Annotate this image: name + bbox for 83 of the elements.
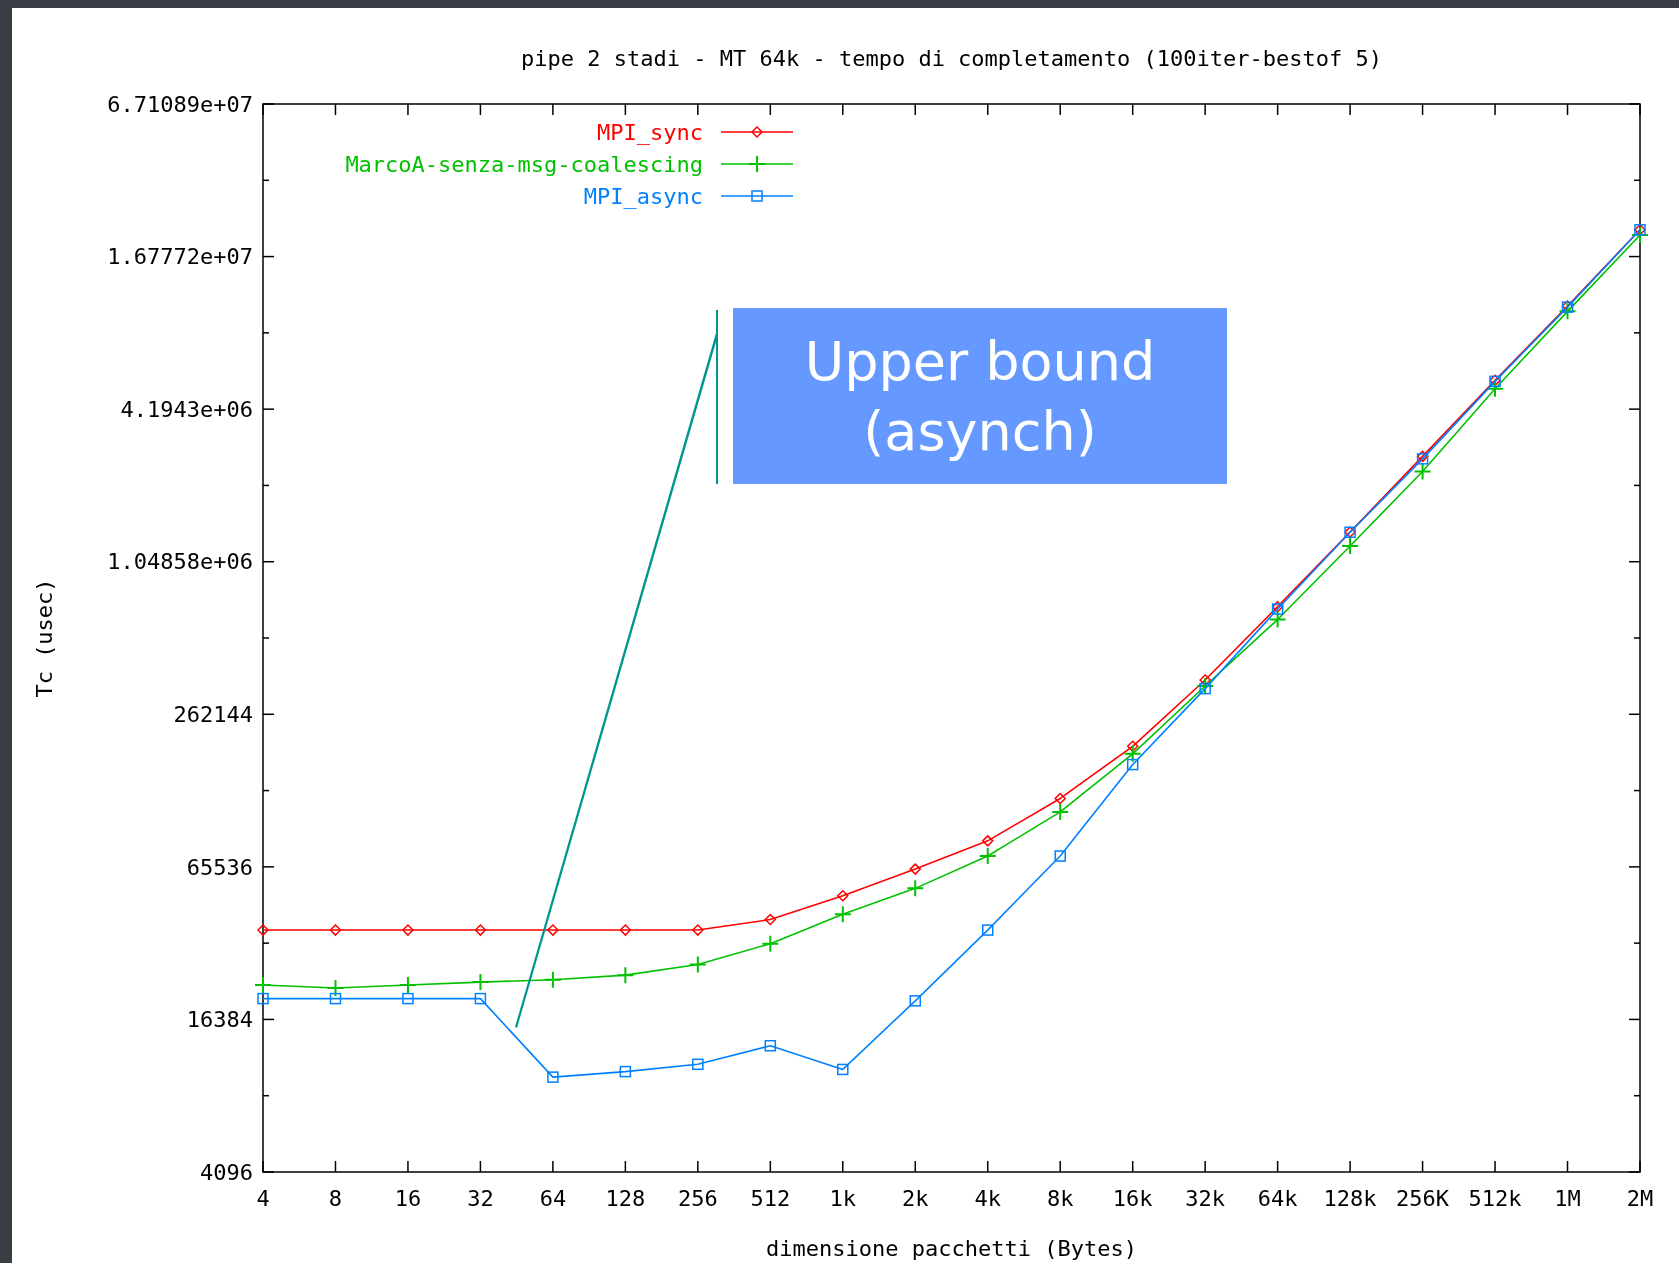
point [978, 847, 997, 866]
point [402, 992, 414, 1005]
point [981, 835, 994, 847]
point [837, 1063, 849, 1076]
x-tick-label: 16k [1112, 1186, 1153, 1211]
y-tick-label: 4096 [200, 1159, 253, 1185]
x-tick-label: 128k [1323, 1186, 1377, 1211]
y-tick-label: 1.67772e+07 [107, 244, 253, 270]
point [981, 924, 994, 936]
y-tick-label: 1.04858e+06 [107, 549, 253, 575]
point [616, 966, 635, 985]
y-tick-label: 16384 [186, 1007, 253, 1033]
point [474, 924, 487, 936]
x-tick-label: 1M [1554, 1186, 1581, 1211]
x-tick-label: 8k [1046, 1186, 1074, 1211]
x-tick-label: 16 [394, 1186, 422, 1211]
point [619, 1065, 632, 1078]
y-tick-label: 262144 [173, 701, 253, 727]
legend-label: MPI_async [583, 183, 703, 209]
x-tick-label: 256K [1396, 1186, 1450, 1211]
point [909, 863, 922, 875]
annotation: Upper bound (asynch) [804, 329, 1156, 463]
legend-label: MarcoA-senza-msg-coalescing [345, 151, 703, 177]
point [543, 970, 562, 989]
x-tick-label: 256 [677, 1186, 718, 1211]
point [1126, 740, 1139, 753]
x-tick-label: 4k [974, 1186, 1001, 1211]
point [1054, 792, 1066, 805]
x-tick-label: 1k [829, 1186, 857, 1211]
x-axis-title: dimensione pacchetti (Bytes) [766, 1236, 1137, 1261]
point [326, 979, 345, 997]
point [254, 976, 272, 995]
x-tick-label: 32k [1185, 1186, 1226, 1211]
point [1126, 758, 1139, 771]
point [547, 1071, 559, 1083]
x-tick-label: 8 [328, 1186, 343, 1211]
point [764, 1039, 777, 1052]
y-tick-label: 6.71089e+07 [107, 91, 253, 117]
x-tick-label: 64 [539, 1186, 567, 1211]
y-axis-title: Tc (usec) [32, 578, 57, 698]
point [692, 924, 704, 936]
point [906, 879, 925, 898]
point [1268, 610, 1287, 629]
x-tick-label: 2k [902, 1186, 929, 1211]
x-tick-label: 32 [467, 1186, 494, 1211]
y-tick-label: 65536 [186, 854, 253, 880]
x-tick-label: 128 [605, 1186, 646, 1211]
point [1051, 802, 1070, 821]
legend-label: MPI_sync [597, 119, 703, 145]
point [1199, 674, 1211, 686]
point [761, 934, 780, 953]
point [1486, 379, 1505, 398]
point [547, 924, 559, 936]
point [692, 1058, 704, 1071]
point [1054, 850, 1066, 862]
point [1341, 536, 1360, 555]
point [1558, 302, 1577, 321]
point [909, 995, 922, 1007]
point [764, 913, 777, 926]
point [833, 905, 852, 924]
point [688, 955, 707, 974]
point [329, 924, 342, 936]
point [837, 890, 849, 902]
point [1199, 682, 1211, 695]
point [398, 976, 417, 995]
x-tick-label: 4 [256, 1186, 270, 1211]
point [1413, 462, 1432, 481]
x-tick-label: 512k [1468, 1186, 1522, 1211]
point [329, 992, 342, 1005]
x-tick-label: 64k [1257, 1186, 1298, 1211]
chart-title: pipe 2 stadi - MT 64k - tempo di completamento (100iter-bestof 5) [521, 46, 1382, 71]
y-tick-label: 4.1943e+06 [120, 396, 253, 422]
point [257, 924, 269, 936]
x-tick-label: 512 [750, 1186, 791, 1211]
point [474, 992, 487, 1005]
point [471, 973, 490, 992]
point [257, 992, 269, 1005]
point [1631, 226, 1649, 245]
x-tick-label: 2M [1626, 1186, 1654, 1211]
point [1123, 744, 1142, 763]
point [402, 924, 414, 936]
point [619, 924, 632, 936]
point [1196, 676, 1215, 695]
